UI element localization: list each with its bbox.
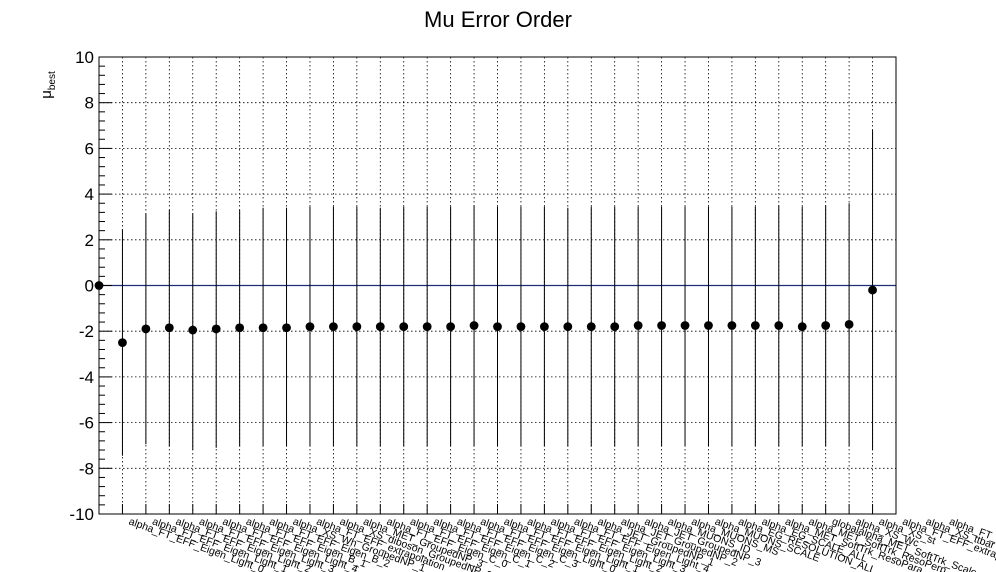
data-point xyxy=(868,285,877,295)
data-point xyxy=(774,321,784,330)
y-axis-ticks: -10 -8 -6 -4 -2 0 2 4 6 8 10 xyxy=(69,48,112,524)
data-point xyxy=(235,323,245,333)
y-tick-label: 0 xyxy=(85,277,94,296)
y-axis-label: μbest xyxy=(38,71,58,99)
data-point xyxy=(493,322,502,332)
data-point xyxy=(657,321,666,330)
y-tick-label: -2 xyxy=(79,322,94,341)
data-point xyxy=(282,323,291,333)
data-point xyxy=(563,322,573,332)
x-axis-labels: alpha_FT_EFF_Eigen_Light_0alpha_FT_EFF_E… xyxy=(127,516,996,572)
y-tick-label: -6 xyxy=(79,414,94,433)
data-point xyxy=(821,321,831,330)
y-tick-label: 10 xyxy=(75,48,94,67)
x-axis-ticks xyxy=(98,504,874,514)
y-tick-label: 2 xyxy=(85,231,94,250)
data-point xyxy=(375,322,385,332)
data-point xyxy=(586,322,596,332)
data-point xyxy=(352,322,362,332)
data-point xyxy=(305,322,315,332)
data-point xyxy=(797,322,807,332)
y-tick-label: -10 xyxy=(69,505,94,524)
data-point xyxy=(680,321,690,330)
chart-title: Mu Error Order xyxy=(424,7,572,32)
data-point xyxy=(118,338,127,348)
data-point xyxy=(727,321,737,330)
data-point xyxy=(141,324,151,334)
y-tick-label: 8 xyxy=(85,94,94,113)
data-point xyxy=(469,321,479,330)
data-point xyxy=(750,321,760,330)
y-tick-label: 6 xyxy=(85,139,94,158)
y-tick-label: -4 xyxy=(79,368,94,387)
y-tick-label: 4 xyxy=(85,185,94,204)
data-point xyxy=(188,325,198,335)
data-point xyxy=(844,319,854,329)
data-point xyxy=(422,322,432,332)
data-point xyxy=(258,323,268,333)
data-point xyxy=(164,323,174,333)
data-point xyxy=(610,322,620,332)
y-tick-label: -8 xyxy=(79,459,94,478)
data-point xyxy=(329,322,338,332)
data-point xyxy=(539,322,549,332)
data-point xyxy=(446,322,456,332)
data-point xyxy=(704,321,713,330)
data-point xyxy=(399,322,409,332)
data-point xyxy=(516,322,526,332)
data-point xyxy=(633,321,643,330)
data-markers xyxy=(94,281,877,348)
y-axis-label-symbol: μ xyxy=(38,90,55,99)
data-point xyxy=(211,324,221,334)
y-axis-label-subscript: best xyxy=(47,71,58,90)
